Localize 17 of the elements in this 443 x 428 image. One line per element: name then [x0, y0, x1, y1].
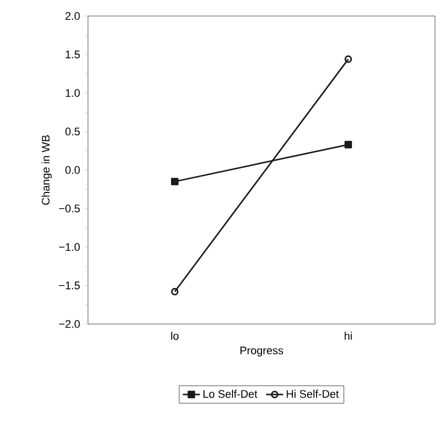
y-tick-label: −0.5: [59, 204, 80, 212]
x-axis-title: Progress: [240, 346, 284, 356]
x-tick-label: lo: [171, 332, 179, 340]
point: [171, 178, 178, 186]
y-axis-title: Change in WB: [42, 135, 52, 205]
legend-label: Hi Self-Det: [286, 390, 339, 398]
y-tick-label: −1.0: [59, 243, 80, 251]
y-tick-label: 0.0: [65, 166, 80, 174]
y-tick-label: 0.5: [65, 128, 80, 136]
y-tick-label: 1.5: [66, 50, 80, 58]
legend-label: Lo Self-Det: [204, 390, 258, 398]
x-tick-label: hi: [344, 332, 352, 340]
y-tick-label: 1.0: [66, 89, 80, 97]
y-tick-label: 2.0: [66, 12, 80, 20]
y-tick-label: −2.0: [59, 320, 80, 328]
point: [344, 140, 352, 148]
y-tick-label: −1.5: [59, 282, 80, 290]
